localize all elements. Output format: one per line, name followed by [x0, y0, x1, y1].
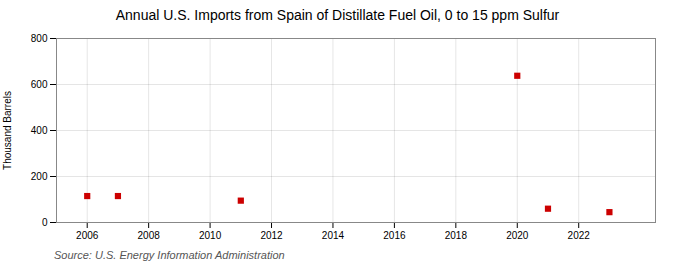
- svg-text:2008: 2008: [138, 230, 161, 241]
- svg-text:800: 800: [31, 33, 48, 44]
- svg-text:Thousand Barrels: Thousand Barrels: [2, 91, 13, 170]
- svg-text:2012: 2012: [260, 230, 283, 241]
- svg-text:2022: 2022: [568, 230, 591, 241]
- svg-text:2014: 2014: [322, 230, 345, 241]
- svg-text:2020: 2020: [506, 230, 529, 241]
- svg-text:2018: 2018: [445, 230, 468, 241]
- svg-text:2016: 2016: [383, 230, 406, 241]
- svg-text:600: 600: [31, 79, 48, 90]
- html-text:Source: U.S. Energy Informatio: Source: U.S. Energy Information Administ…: [54, 249, 285, 261]
- svg-text:2010: 2010: [199, 230, 222, 241]
- svg-text:0: 0: [42, 217, 48, 228]
- svg-text:400: 400: [31, 125, 48, 136]
- svg-text:2006: 2006: [76, 230, 99, 241]
- svg-text:200: 200: [31, 171, 48, 182]
- html-text:Annual U.S. Imports from Spain: Annual U.S. Imports from Spain of Distil…: [115, 7, 560, 23]
